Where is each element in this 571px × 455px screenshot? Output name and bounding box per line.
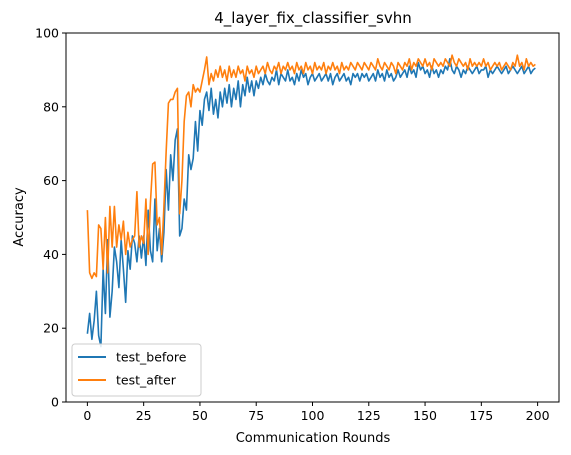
y-axis: 0 20 40 60 80 100 xyxy=(35,26,66,410)
y-tick-label: 20 xyxy=(43,321,59,336)
x-tick-label: 25 xyxy=(136,408,152,423)
x-tick-label: 0 xyxy=(83,408,91,423)
series-line-test-after xyxy=(86,54,536,280)
series-layer xyxy=(86,54,536,348)
x-axis: 0 25 50 75 100 125 150 175 200 xyxy=(83,402,550,423)
legend: test_before test_after xyxy=(71,343,202,397)
legend-label-test-after: test_after xyxy=(116,373,177,388)
y-tick-label: 40 xyxy=(43,247,59,262)
chart-title: 4_layer_fix_classifier_svhn xyxy=(214,9,411,28)
legend-label-test-before: test_before xyxy=(116,350,187,365)
y-tick-label: 80 xyxy=(43,99,59,114)
x-tick-label: 100 xyxy=(301,408,325,423)
x-axis-label: Communication Rounds xyxy=(236,431,391,446)
series-line-test-before xyxy=(86,58,536,348)
x-tick-label: 125 xyxy=(357,408,381,423)
y-tick-label: 60 xyxy=(43,173,59,188)
y-axis-label: Accuracy xyxy=(12,187,27,247)
x-tick-label: 150 xyxy=(413,408,437,423)
y-tick-label: 0 xyxy=(51,395,59,410)
x-tick-label: 200 xyxy=(526,408,550,423)
y-tick-label: 100 xyxy=(35,26,59,41)
x-tick-label: 50 xyxy=(192,408,208,423)
x-tick-label: 175 xyxy=(469,408,493,423)
x-tick-label: 75 xyxy=(248,408,264,423)
